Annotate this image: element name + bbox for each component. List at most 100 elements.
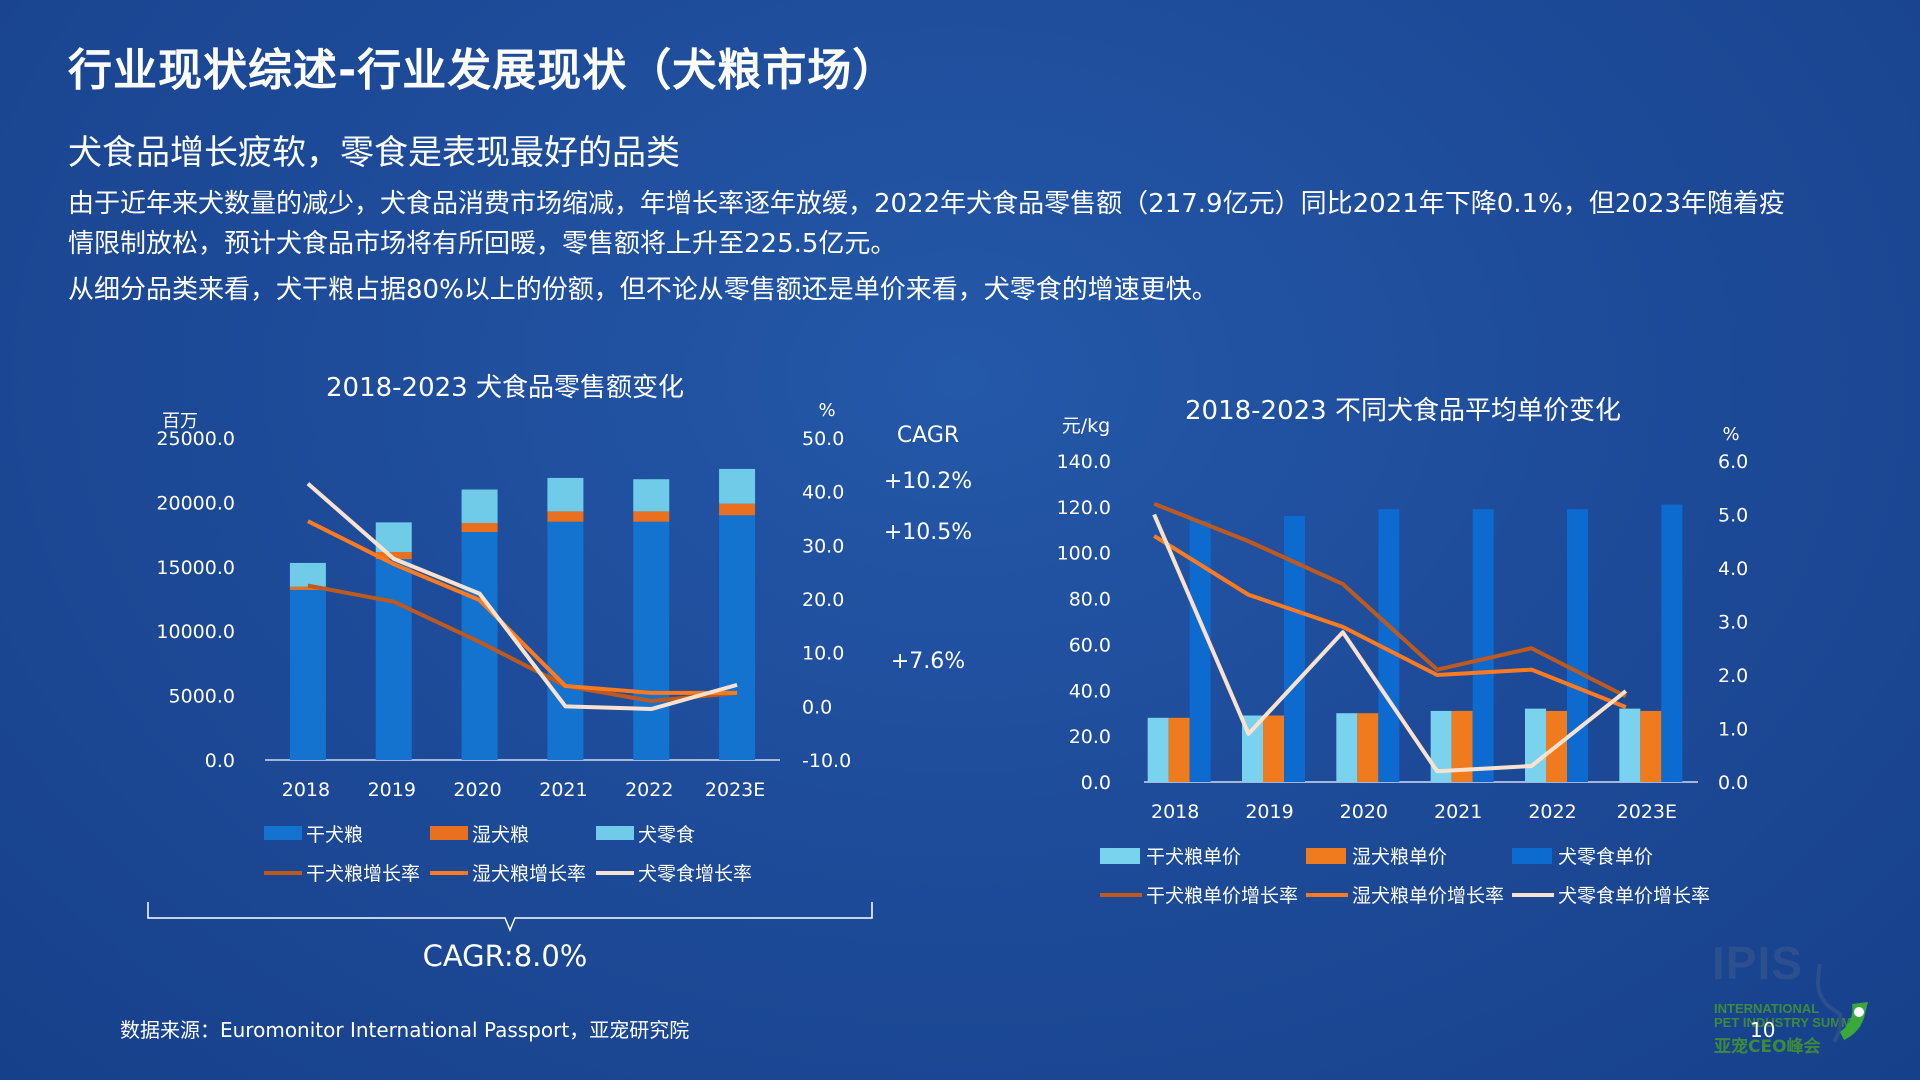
line-dry-growth — [307, 583, 738, 703]
chart1-y2-tick: 30.0 — [802, 535, 844, 557]
bar-dry-food — [719, 515, 756, 760]
chart1-y-tick: 15000.0 — [156, 557, 235, 579]
chart2-x-tick: 2021 — [1434, 801, 1482, 823]
bar-wet-food — [289, 586, 326, 590]
legend-swatch — [1100, 848, 1140, 864]
page-number: 10 — [1750, 1018, 1776, 1042]
line-snack-price-growth — [1152, 513, 1628, 774]
chart1-y-tick: 5000.0 — [169, 686, 235, 708]
chart2-y-tick: 80.0 — [1069, 589, 1111, 611]
bar-snack — [547, 477, 584, 512]
legend-label: 干犬粮增长率 — [306, 863, 420, 885]
chart1-title: 2018-2023 犬食品零售额变化 — [326, 373, 684, 403]
chart1-right-unit: % — [818, 400, 835, 421]
legend-label: 湿犬粮单价 — [1352, 846, 1447, 868]
chart2-y-tick: 40.0 — [1069, 680, 1111, 702]
chart2-y2-tick: 4.0 — [1718, 558, 1748, 580]
total-cagr: CAGR:8.0% — [423, 939, 588, 973]
legend-label: 干犬粮单价 — [1146, 846, 1241, 868]
chart2-y2-tick: 0.0 — [1718, 772, 1748, 794]
chart1-y2-tick: -10.0 — [802, 750, 851, 772]
chart1-y2-tick: 0.0 — [802, 696, 832, 718]
chart1-y-tick: 0.0 — [205, 750, 235, 772]
chart1-y2-tick: 20.0 — [802, 589, 844, 611]
bar-snack-price — [1189, 520, 1211, 782]
bar-dry-price — [1147, 717, 1169, 782]
chart2-x-tick: 2023E — [1617, 801, 1677, 823]
legend-swatch — [596, 826, 634, 840]
chart1-left-unit: 百万 — [162, 411, 198, 432]
line-wet-growth — [307, 519, 738, 695]
legend-swatch — [1512, 848, 1552, 864]
bar-snack — [289, 562, 326, 587]
chart2-y2-tick: 1.0 — [1718, 719, 1748, 741]
bar-snack — [633, 479, 670, 512]
chart2-y2-tick: 2.0 — [1718, 665, 1748, 687]
line-wet-price-growth — [1153, 534, 1627, 709]
data-source-note: 数据来源：Euromonitor International Passport，… — [120, 1018, 690, 1042]
bar-snack-price — [1472, 509, 1494, 782]
chart2-y-tick: 20.0 — [1069, 726, 1111, 748]
bar-dry-food — [289, 589, 326, 760]
bar-wet-price — [1451, 710, 1473, 782]
bar-wet-price — [1168, 717, 1190, 782]
bar-dry-food — [547, 521, 584, 760]
bar-wet-price — [1263, 715, 1284, 782]
chart2-y-tick: 0.0 — [1081, 772, 1111, 794]
chart2-left-unit: 元/kg — [1062, 415, 1110, 437]
chart2-right-unit: % — [1722, 424, 1739, 445]
chart2-y2-tick: 6.0 — [1718, 451, 1748, 473]
bar-wet-food — [633, 511, 670, 522]
bar-snack-price — [1378, 509, 1400, 782]
chart1-x-tick: 2023E — [705, 779, 765, 801]
page-title: 行业现状综述-行业发展现状（犬粮市场） — [68, 45, 898, 96]
legend-label: 犬零食 — [638, 824, 695, 846]
bar-wet-food — [719, 503, 756, 516]
bar-dry-price — [1336, 713, 1358, 782]
logo-line-2: PET INDUSTRY SUMMIT — [1714, 1015, 1864, 1030]
chart2-y-tick: 140.0 — [1057, 451, 1111, 473]
chart1-y2-tick: 40.0 — [802, 482, 844, 504]
chart1-x-tick: 2021 — [539, 779, 587, 801]
chart2-title: 2018-2023 不同犬食品平均单价变化 — [1185, 396, 1621, 426]
legend-label: 犬零食单价 — [1558, 846, 1653, 868]
bar-snack-price — [1284, 516, 1305, 782]
bar-wet-price — [1357, 713, 1379, 782]
chart1-x-tick: 2019 — [368, 779, 416, 801]
bar-dry-food — [461, 532, 498, 760]
chart1-y-tick: 20000.0 — [156, 492, 235, 514]
chart2-x-tick: 2020 — [1340, 801, 1388, 823]
logo-subtitle: INTERNATIONAL PET INDUSTRY SUMMIT — [1714, 1002, 1864, 1030]
bar-snack-price — [1567, 509, 1588, 782]
cagr-title: CAGR — [897, 423, 959, 448]
legend-swatch — [1306, 848, 1346, 864]
chart2-y-tick: 60.0 — [1069, 634, 1111, 656]
chart1-x-tick: 2020 — [453, 779, 501, 801]
bar-snack — [719, 468, 756, 504]
cagr-value: +7.6% — [891, 649, 965, 674]
chart1-x-tick: 2018 — [282, 779, 330, 801]
chart2-y2-tick: 5.0 — [1718, 505, 1748, 527]
legend-label: 犬零食单价增长率 — [1558, 885, 1710, 907]
chart2-x-tick: 2018 — [1151, 801, 1199, 823]
chart2-x-tick: 2022 — [1528, 801, 1576, 823]
chart1-y2-tick: 50.0 — [802, 428, 844, 450]
legend-label: 湿犬粮增长率 — [472, 863, 586, 885]
line-snack-growth — [306, 482, 738, 712]
chart2-y2-tick: 3.0 — [1718, 612, 1748, 634]
legend-label: 犬零食增长率 — [638, 863, 752, 885]
bar-dry-price — [1525, 708, 1546, 782]
cagr-brace — [147, 902, 873, 932]
chart1-x-tick: 2022 — [625, 779, 673, 801]
bar-wet-food — [461, 523, 498, 533]
chart1-y-tick: 25000.0 — [156, 428, 235, 450]
logo-text: IPIS — [1712, 937, 1803, 989]
bar-dry-price — [1430, 710, 1452, 782]
bar-dry-food — [375, 559, 412, 760]
bar-dry-food — [633, 521, 670, 760]
legend-label: 干犬粮单价增长率 — [1146, 885, 1298, 907]
legend-label: 干犬粮 — [306, 824, 363, 846]
legend-swatch — [264, 826, 302, 840]
dog-silhouette-icon — [1816, 963, 1868, 1044]
